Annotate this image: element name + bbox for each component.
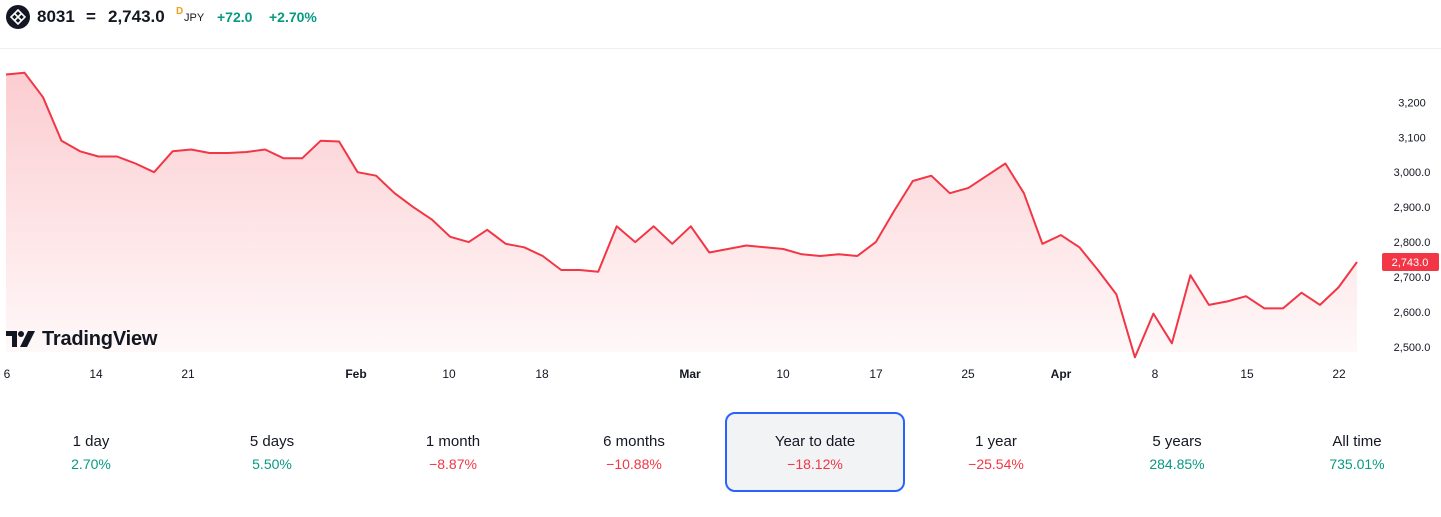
- period-label: 1 month: [425, 432, 481, 450]
- change-percent: +2.70%: [269, 9, 317, 25]
- period-change-value: −8.87%: [429, 455, 477, 472]
- x-tick-label: 22: [1332, 367, 1346, 381]
- period-label: Year to date: [774, 432, 856, 450]
- y-tick-label: 3,200: [1398, 97, 1426, 109]
- equals-separator: =: [86, 7, 96, 26]
- period-tab[interactable]: 1 day 2.70%: [1, 412, 181, 492]
- x-tick-label: Apr: [1051, 367, 1072, 381]
- last-price-badge-label: 2,743.0: [1392, 257, 1429, 269]
- price-series-line: [5, 71, 1358, 359]
- last-price: 2,743.0: [108, 7, 165, 26]
- delayed-marker: D: [176, 6, 184, 17]
- x-tick-label: Mar: [679, 367, 701, 381]
- period-label: 5 years: [1152, 432, 1202, 450]
- period-performance-tabs: 1 day 2.70% 5 days 5.50% 1 month −8.87% 6 mont…: [0, 412, 1441, 492]
- period-label: 6 months: [603, 432, 665, 450]
- x-tick-label: 18: [535, 367, 549, 381]
- period-tab[interactable]: 5 days 5.50%: [182, 412, 362, 492]
- period-label: 1 year: [975, 432, 1017, 450]
- x-tick-label: 8: [1152, 367, 1159, 381]
- x-tick-label: 21: [181, 367, 195, 381]
- watermark-text: TradingView: [42, 327, 158, 350]
- y-tick-label: 2,900.0: [1394, 202, 1431, 214]
- symbol-header: 8031 = 2,743.0 D JPY +72.0 +2.70%: [0, 0, 1441, 34]
- price-area-fill: [6, 72, 1357, 358]
- y-tick-label: 3,000.0: [1394, 167, 1431, 179]
- x-tick-label: 15: [1240, 367, 1254, 381]
- last-price-badge: [1382, 253, 1439, 271]
- period-change-value: 5.50%: [252, 455, 292, 472]
- y-tick-label: 2,600.0: [1394, 307, 1431, 319]
- period-tab[interactable]: 1 month −8.87%: [363, 412, 543, 492]
- period-label: 5 days: [249, 432, 295, 450]
- x-tick-label: 10: [442, 367, 456, 381]
- period-tab[interactable]: 5 years 284.85%: [1087, 412, 1267, 492]
- price-chart[interactable]: 3,200 3,100 3,000.0 2,900.0 2,800.0 2,700.0 2,…: [0, 50, 1441, 390]
- y-tick-label: 2,700.0: [1394, 272, 1431, 284]
- change-absolute: +72.0: [217, 9, 253, 25]
- y-tick-label: 2,800.0: [1394, 237, 1431, 249]
- diamond-grid-logo-icon: [6, 5, 30, 29]
- period-change-value: −25.54%: [968, 455, 1024, 472]
- period-change-value: 2.70%: [71, 455, 111, 472]
- period-label: 1 day: [72, 432, 110, 450]
- y-tick-label: 3,100: [1398, 132, 1426, 144]
- x-tick-label: Feb: [345, 367, 366, 381]
- period-change-value: 284.85%: [1149, 455, 1205, 472]
- header-divider: [0, 48, 1441, 49]
- y-tick-label: 2,500.0: [1394, 342, 1431, 354]
- x-tick-label: 10: [776, 367, 790, 381]
- tradingview-logo-icon: [6, 331, 35, 347]
- ticker-symbol[interactable]: 8031: [37, 7, 75, 26]
- period-change-value: −10.88%: [606, 455, 662, 472]
- currency-label: JPY: [184, 12, 205, 24]
- x-tick-label: 17: [869, 367, 883, 381]
- period-tab[interactable]: Year to date −18.12%: [725, 412, 905, 492]
- period-change-value: −18.12%: [787, 455, 843, 472]
- x-tick-label: 25: [961, 367, 975, 381]
- period-label: All time: [1332, 432, 1382, 450]
- period-tab[interactable]: 6 months −10.88%: [544, 412, 724, 492]
- period-tab[interactable]: 1 year −25.54%: [906, 412, 1086, 492]
- x-tick-label: 14: [89, 367, 103, 381]
- period-change-value: 735.01%: [1329, 455, 1385, 472]
- period-tab[interactable]: All time 735.01%: [1267, 412, 1441, 492]
- x-tick-label: 6: [4, 367, 11, 381]
- tradingview-watermark: TradingView: [6, 327, 157, 351]
